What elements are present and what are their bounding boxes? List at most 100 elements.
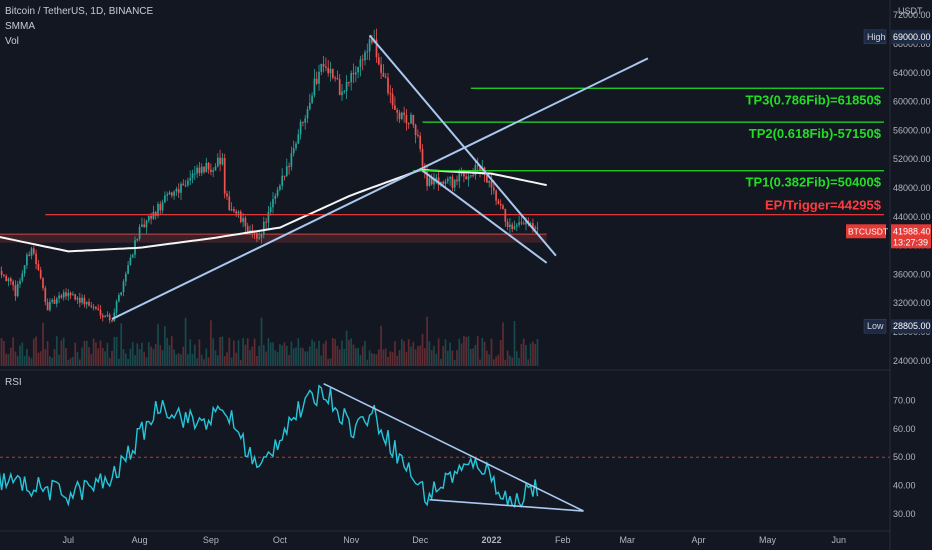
volume-bar	[26, 348, 28, 366]
volume-bar	[203, 359, 205, 366]
candle-body	[193, 173, 196, 175]
candle-body	[221, 157, 224, 165]
candle-body	[81, 297, 83, 303]
volume-bar	[104, 351, 106, 366]
volume-bar	[506, 350, 509, 366]
candle-body	[49, 301, 51, 311]
price-tick-label: 60000.00	[893, 97, 931, 107]
volume-bar	[108, 357, 111, 366]
candle-body	[341, 91, 343, 96]
volume-bar	[269, 342, 272, 366]
candle-body	[239, 211, 242, 222]
rsi-tick-label: 60.00	[893, 424, 916, 434]
candle-body	[368, 39, 371, 52]
candle-body	[529, 223, 532, 225]
candle-body	[350, 73, 353, 83]
volume-bar	[504, 359, 507, 366]
volume-bar	[14, 351, 17, 366]
volume-bar	[175, 354, 178, 366]
candle-body	[522, 223, 525, 225]
candle-body	[78, 297, 81, 303]
volume-bar	[5, 353, 8, 366]
volume-bar	[143, 351, 146, 366]
volume-bar	[527, 359, 530, 366]
smma-indicator-label[interactable]: SMMA	[5, 21, 35, 32]
volume-bar	[295, 347, 297, 366]
rsi-indicator-label[interactable]: RSI	[5, 377, 22, 388]
volume-bar	[223, 356, 226, 366]
volume-bar	[460, 343, 463, 366]
volume-bar	[256, 355, 258, 366]
candle-body	[412, 114, 415, 125]
candle-body	[200, 166, 203, 173]
volume-bar	[520, 343, 523, 366]
volume-bar	[371, 353, 373, 366]
volume-bar	[260, 317, 263, 366]
low-label: Low	[867, 321, 884, 331]
candle-body	[311, 95, 313, 103]
volume-bar	[348, 339, 350, 366]
candle-body	[435, 177, 438, 180]
volume-bar	[456, 350, 458, 366]
candle-body	[67, 292, 70, 297]
candle-body	[143, 224, 146, 228]
candle-body	[175, 189, 178, 192]
volume-bar	[359, 355, 362, 366]
candle-body	[124, 273, 127, 282]
time-tick-label: Mar	[619, 535, 635, 545]
candle-body	[19, 280, 21, 285]
volume-bar	[511, 357, 514, 366]
volume-bar	[384, 348, 387, 366]
volume-bar	[32, 338, 35, 366]
volume-bar	[210, 320, 212, 366]
candle-body	[290, 153, 293, 167]
candle-body	[407, 123, 410, 125]
countdown: 13:27:39	[893, 237, 928, 247]
volume-bar	[453, 359, 456, 366]
candle-body	[60, 295, 63, 298]
candle-body	[384, 76, 387, 78]
candle-body	[101, 315, 104, 318]
candle-body	[120, 292, 123, 296]
candle-body	[216, 157, 219, 167]
candle-body	[495, 190, 497, 201]
volume-bar	[16, 355, 19, 366]
time-tick-label: Jun	[832, 535, 847, 545]
candle-body	[285, 166, 288, 176]
volume-bar	[193, 344, 196, 366]
volume-bar	[127, 358, 129, 366]
candle-body	[131, 254, 134, 258]
volume-bar	[219, 336, 221, 366]
smma-line	[0, 169, 547, 253]
candle-body	[327, 67, 330, 74]
candle-body	[414, 124, 417, 136]
candle-body	[265, 221, 267, 223]
candle-body	[348, 82, 350, 84]
candle-body	[180, 183, 182, 193]
last-price: 41988.40	[893, 226, 931, 236]
candle-body	[164, 195, 166, 203]
volume-bar	[472, 348, 474, 366]
volume-bar	[419, 345, 422, 366]
candle-body	[405, 114, 408, 124]
volume-bar	[412, 341, 415, 366]
volume-bar	[509, 355, 511, 366]
candle-body	[515, 224, 518, 227]
volume-bar	[65, 347, 67, 366]
volume-bar	[92, 338, 95, 366]
candle-body	[189, 178, 192, 181]
candle-body	[228, 196, 231, 210]
volume-bar	[226, 352, 228, 366]
volume-bar	[191, 353, 194, 366]
volume-bar	[182, 346, 185, 366]
volume-bar	[435, 353, 438, 366]
volume-bar	[200, 354, 203, 366]
volume-bar	[481, 337, 484, 366]
volume-indicator-label[interactable]: Vol	[5, 36, 19, 47]
candle-body	[138, 226, 141, 239]
candle-body	[104, 316, 106, 318]
candle-body	[315, 78, 318, 84]
volume-bar	[152, 348, 155, 366]
candle-body	[509, 224, 511, 227]
